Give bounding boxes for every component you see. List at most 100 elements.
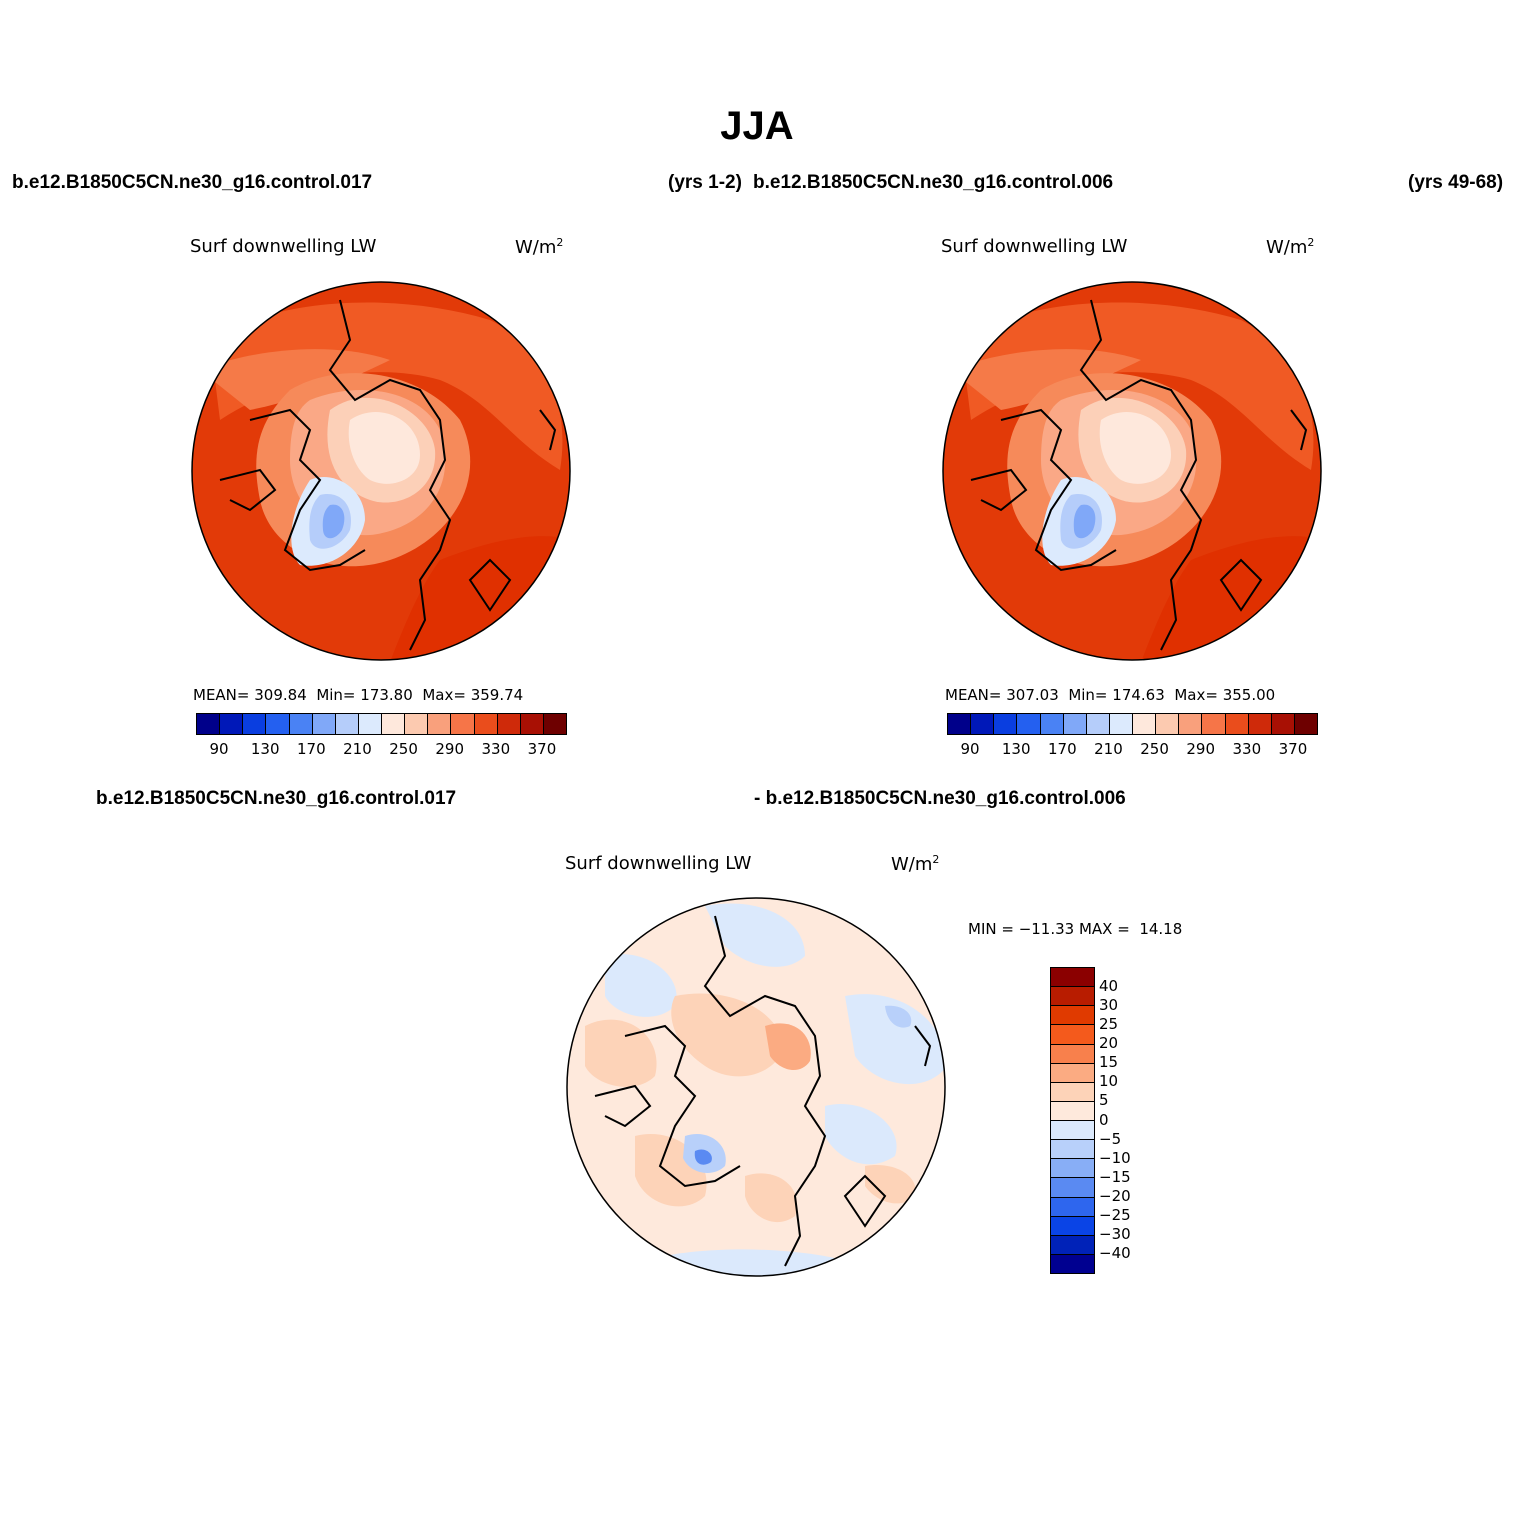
colorbar-box <box>1109 714 1133 734</box>
colorbar-box <box>266 714 290 734</box>
panel1-colorbar <box>196 713 567 735</box>
colorbar-box <box>405 714 429 734</box>
colorbar-tick-label: 250 <box>1140 740 1169 758</box>
colorbar-tick-label: 370 <box>1278 740 1308 758</box>
colorbar-box <box>312 714 336 734</box>
bottom-run-b-label: - b.e12.B1850C5CN.ne30_g16.control.006 <box>754 788 1126 809</box>
colorbar-tick-label: 40 <box>1099 977 1119 996</box>
colorbar-tick-label: 0 <box>1099 1110 1109 1129</box>
panel2-stats: MEAN= 307.03 Min= 174.63 Max= 355.00 <box>945 686 1276 704</box>
colorbar-tick-label: 10 <box>1099 1072 1119 1091</box>
colorbar-tick-label: −15 <box>1099 1167 1131 1186</box>
panel1-polar-map <box>191 281 571 661</box>
colorbar-box <box>1051 1121 1094 1141</box>
colorbar-box <box>1179 714 1203 734</box>
panel3-colorbar-labels: 40 30 25 20 15 10 5 0 −5 −10 −15 −20 −25 −30 −40 <box>1099 967 1159 1272</box>
colorbar-box <box>1294 714 1317 734</box>
colorbar-box <box>1225 714 1249 734</box>
colorbar-tick-label: 25 <box>1099 1015 1119 1034</box>
colorbar-tick-label: 290 <box>1186 740 1216 758</box>
colorbar-tick-label: −10 <box>1099 1148 1131 1167</box>
colorbar-box <box>1051 968 1094 988</box>
panel1-colorbar-labels: 90 130 170 210 250 290 330 370 <box>196 740 565 760</box>
colorbar-tick-label: 330 <box>481 740 511 758</box>
colorbar-tick-label: 15 <box>1099 1053 1119 1072</box>
top-right-years-label: (yrs 49-68) <box>1408 172 1504 193</box>
colorbar-box <box>1040 714 1064 734</box>
top-left-years-label: (yrs 1-2) <box>668 172 742 193</box>
colorbar-tick-label: 130 <box>250 740 280 758</box>
panel3-units: W/m2 <box>891 853 940 875</box>
colorbar-tick-label: 90 <box>960 740 980 758</box>
colorbar-box <box>197 714 221 734</box>
colorbar-box <box>994 714 1018 734</box>
colorbar-box <box>1051 1178 1094 1198</box>
colorbar-box <box>1133 714 1157 734</box>
colorbar-tick-label: 170 <box>1047 740 1077 758</box>
colorbar-box <box>971 714 995 734</box>
colorbar-box <box>1051 1140 1094 1160</box>
panel3-minmax: MIN = −11.33 MAX = 14.18 <box>968 920 1183 938</box>
colorbar-box <box>1051 1044 1094 1064</box>
colorbar-box <box>1271 714 1295 734</box>
colorbar-box <box>1017 714 1041 734</box>
colorbar-tick-label: 210 <box>1094 740 1123 758</box>
colorbar-box <box>1051 1063 1094 1083</box>
colorbar-box <box>1248 714 1272 734</box>
colorbar-box <box>1051 1006 1094 1026</box>
panel2-polar-map <box>942 281 1322 661</box>
panel2-colorbar <box>947 713 1318 735</box>
colorbar-box <box>948 714 972 734</box>
colorbar-box <box>1202 714 1226 734</box>
colorbar-box <box>451 714 475 734</box>
bottom-run-a-label: b.e12.B1850C5CN.ne30_g16.control.017 <box>96 788 457 809</box>
colorbar-box <box>335 714 359 734</box>
colorbar-box <box>289 714 313 734</box>
colorbar-box <box>520 714 544 734</box>
panel3-colorbar <box>1050 967 1095 1274</box>
colorbar-box <box>1086 714 1110 734</box>
figure-title: JJA <box>720 104 794 148</box>
colorbar-tick-label: −30 <box>1099 1224 1131 1243</box>
colorbar-box <box>497 714 521 734</box>
panel2-colorbar-labels: 90 130 170 210 250 290 330 370 <box>947 740 1316 760</box>
colorbar-box <box>358 714 382 734</box>
colorbar-box <box>1051 1235 1094 1255</box>
panel3-difference-map <box>566 897 946 1277</box>
colorbar-box <box>382 714 406 734</box>
panel3-variable-title: Surf downwelling LW <box>565 853 752 874</box>
top-left-run-label: b.e12.B1850C5CN.ne30_g16.control.017 <box>12 172 373 193</box>
colorbar-tick-label: 90 <box>209 740 229 758</box>
colorbar-box <box>1051 1025 1094 1045</box>
colorbar-box <box>474 714 498 734</box>
panel2-variable-title: Surf downwelling LW <box>941 236 1128 257</box>
colorbar-tick-label: 170 <box>296 740 326 758</box>
colorbar-tick-label: −40 <box>1099 1243 1131 1262</box>
colorbar-tick-label: 130 <box>1001 740 1031 758</box>
colorbar-box <box>543 714 566 734</box>
colorbar-tick-label: 370 <box>527 740 557 758</box>
colorbar-box <box>1063 714 1087 734</box>
colorbar-box <box>220 714 244 734</box>
colorbar-box <box>243 714 267 734</box>
colorbar-tick-label: 30 <box>1099 996 1119 1015</box>
top-right-run-label: b.e12.B1850C5CN.ne30_g16.control.006 <box>753 172 1114 193</box>
panel2-units: W/m2 <box>1266 236 1315 258</box>
colorbar-tick-label: 5 <box>1099 1091 1109 1110</box>
colorbar-box <box>1051 1159 1094 1179</box>
colorbar-tick-label: −20 <box>1099 1186 1131 1205</box>
colorbar-tick-label: 20 <box>1099 1034 1119 1053</box>
colorbar-box <box>1156 714 1180 734</box>
colorbar-tick-label: 330 <box>1232 740 1262 758</box>
colorbar-tick-label: 250 <box>389 740 418 758</box>
colorbar-tick-label: −25 <box>1099 1205 1131 1224</box>
panel1-units: W/m2 <box>515 236 564 258</box>
colorbar-tick-label: 290 <box>435 740 465 758</box>
colorbar-box <box>1051 1082 1094 1102</box>
panel1-stats: MEAN= 309.84 Min= 173.80 Max= 359.74 <box>193 686 524 704</box>
panel1-variable-title: Surf downwelling LW <box>190 236 377 257</box>
colorbar-box <box>1051 1216 1094 1236</box>
colorbar-box <box>1051 1197 1094 1217</box>
colorbar-tick-label: 210 <box>343 740 372 758</box>
colorbar-box <box>1051 1254 1094 1273</box>
